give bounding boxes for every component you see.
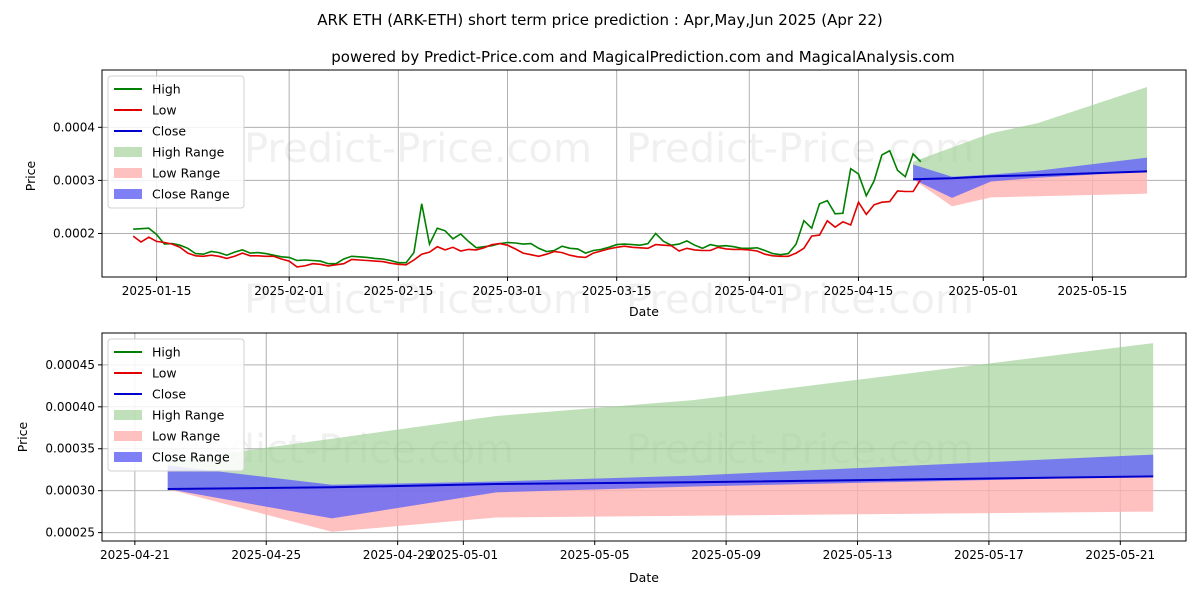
x-tick-label: 2025-04-15 [824, 284, 894, 298]
legend-label: Close [152, 124, 186, 139]
watermark-text: Predict-Price.com [626, 277, 974, 323]
y-tick-label: 0.00040 [45, 400, 95, 414]
x-tick-label: 2025-04-25 [231, 548, 301, 562]
legend-label: High Range [152, 408, 225, 423]
bottom-chart: Predict-Price.com Predict-Price.com 2025… [15, 332, 1187, 585]
x-tick-label: 2025-05-09 [691, 548, 761, 562]
watermark-text: Predict-Price.com [244, 126, 592, 172]
x-tick-label: 2025-03-01 [473, 284, 543, 298]
y-tick-label: 0.0002 [53, 226, 95, 240]
x-tick-label: 2025-05-01 [948, 284, 1018, 298]
high-range-band [167, 343, 1154, 489]
y-tick-label: 0.00035 [45, 442, 95, 456]
top-chart-grid [102, 70, 1186, 277]
legend-swatch [114, 147, 142, 157]
legend-label: Close Range [152, 450, 230, 465]
bottom-chart-frame [101, 332, 1187, 542]
top-chart-y-ticks: 0.0002 0.0003 0.0004 [53, 120, 102, 240]
legend-swatch [114, 452, 142, 462]
high-series-line [133, 149, 922, 265]
close-range-band [913, 157, 1147, 198]
legend-label: Low [152, 103, 177, 118]
low-series-line [132, 178, 922, 268]
top-chart-xlabel: Date [629, 304, 659, 319]
chart-subtitle: powered by Predict-Price.com and Magical… [331, 48, 955, 66]
top-chart-x-ticks: 2025-01-15 2025-02-01 2025-02-15 2025-03-01… [122, 277, 1128, 298]
legend-swatch [114, 431, 142, 441]
x-tick-label: 2025-05-13 [823, 548, 893, 562]
x-tick-label: 2025-04-29 [363, 548, 433, 562]
y-tick-label: 0.0004 [53, 120, 95, 134]
high-range-band [913, 87, 1147, 180]
legend-label: Close [152, 387, 186, 402]
close-range-band [167, 454, 1154, 519]
legend-label: Low Range [152, 429, 221, 444]
y-tick-label: 0.00030 [45, 484, 95, 498]
top-chart-watermark: Predict-Price.com Predict-Price.com Pred… [244, 126, 974, 323]
legend-label: Low [152, 366, 177, 381]
bottom-chart-x-ticks: 2025-04-21 2025-04-25 2025-04-292025-05-01… [100, 541, 1155, 562]
watermark-text: Predict-Price.com [244, 277, 592, 323]
y-tick-label: 0.00045 [45, 358, 95, 372]
bottom-chart-legend: High Low Close High Range Low Range Close Ran… [107, 338, 245, 472]
legend-label: Close Range [152, 187, 230, 202]
legend-label: High [152, 345, 181, 360]
x-tick-label: 2025-05-21 [1085, 548, 1155, 562]
top-chart-plot [132, 87, 1148, 268]
chart-title: ARK ETH (ARK-ETH) short term price predi… [317, 11, 883, 29]
x-tick-label: 2025-05-17 [954, 548, 1024, 562]
x-tick-label: 2025-02-01 [254, 284, 324, 298]
bottom-chart-ylabel: Price [15, 421, 30, 452]
bottom-chart-xlabel: Date [629, 570, 659, 585]
x-tick-label: 2025-04-21 [100, 548, 170, 562]
x-tick-label: 2025-05-05 [560, 548, 630, 562]
top-chart-frame [101, 69, 1187, 278]
top-chart: Predict-Price.com Predict-Price.com Pred… [23, 69, 1187, 323]
bottom-chart-plot [167, 343, 1154, 532]
legend-swatch [114, 168, 142, 178]
y-tick-label: 0.0003 [53, 173, 95, 187]
y-tick-label: 0.00025 [45, 526, 95, 540]
close-series-line [913, 170, 1148, 181]
x-tick-label: 2025-04-01 [714, 284, 784, 298]
legend-label: High Range [152, 145, 225, 160]
legend-label: Low Range [152, 166, 221, 181]
top-chart-ylabel: Price [23, 160, 38, 191]
x-tick-label: 2025-03-15 [582, 284, 652, 298]
x-tick-label: 2025-01-15 [122, 284, 192, 298]
legend-swatch [114, 189, 142, 199]
x-tick-label: 2025-05-01 [428, 548, 498, 562]
close-series-line [167, 475, 1154, 490]
x-tick-label: 2025-02-15 [363, 284, 433, 298]
x-tick-label: 2025-05-15 [1058, 284, 1128, 298]
bottom-chart-y-ticks: 0.00025 0.00030 0.00035 0.00040 0.00045 [45, 358, 102, 540]
top-chart-legend: High Low Close High Range Low Range Close Ran… [107, 75, 245, 209]
legend-swatch [114, 410, 142, 420]
legend-label: High [152, 82, 181, 97]
